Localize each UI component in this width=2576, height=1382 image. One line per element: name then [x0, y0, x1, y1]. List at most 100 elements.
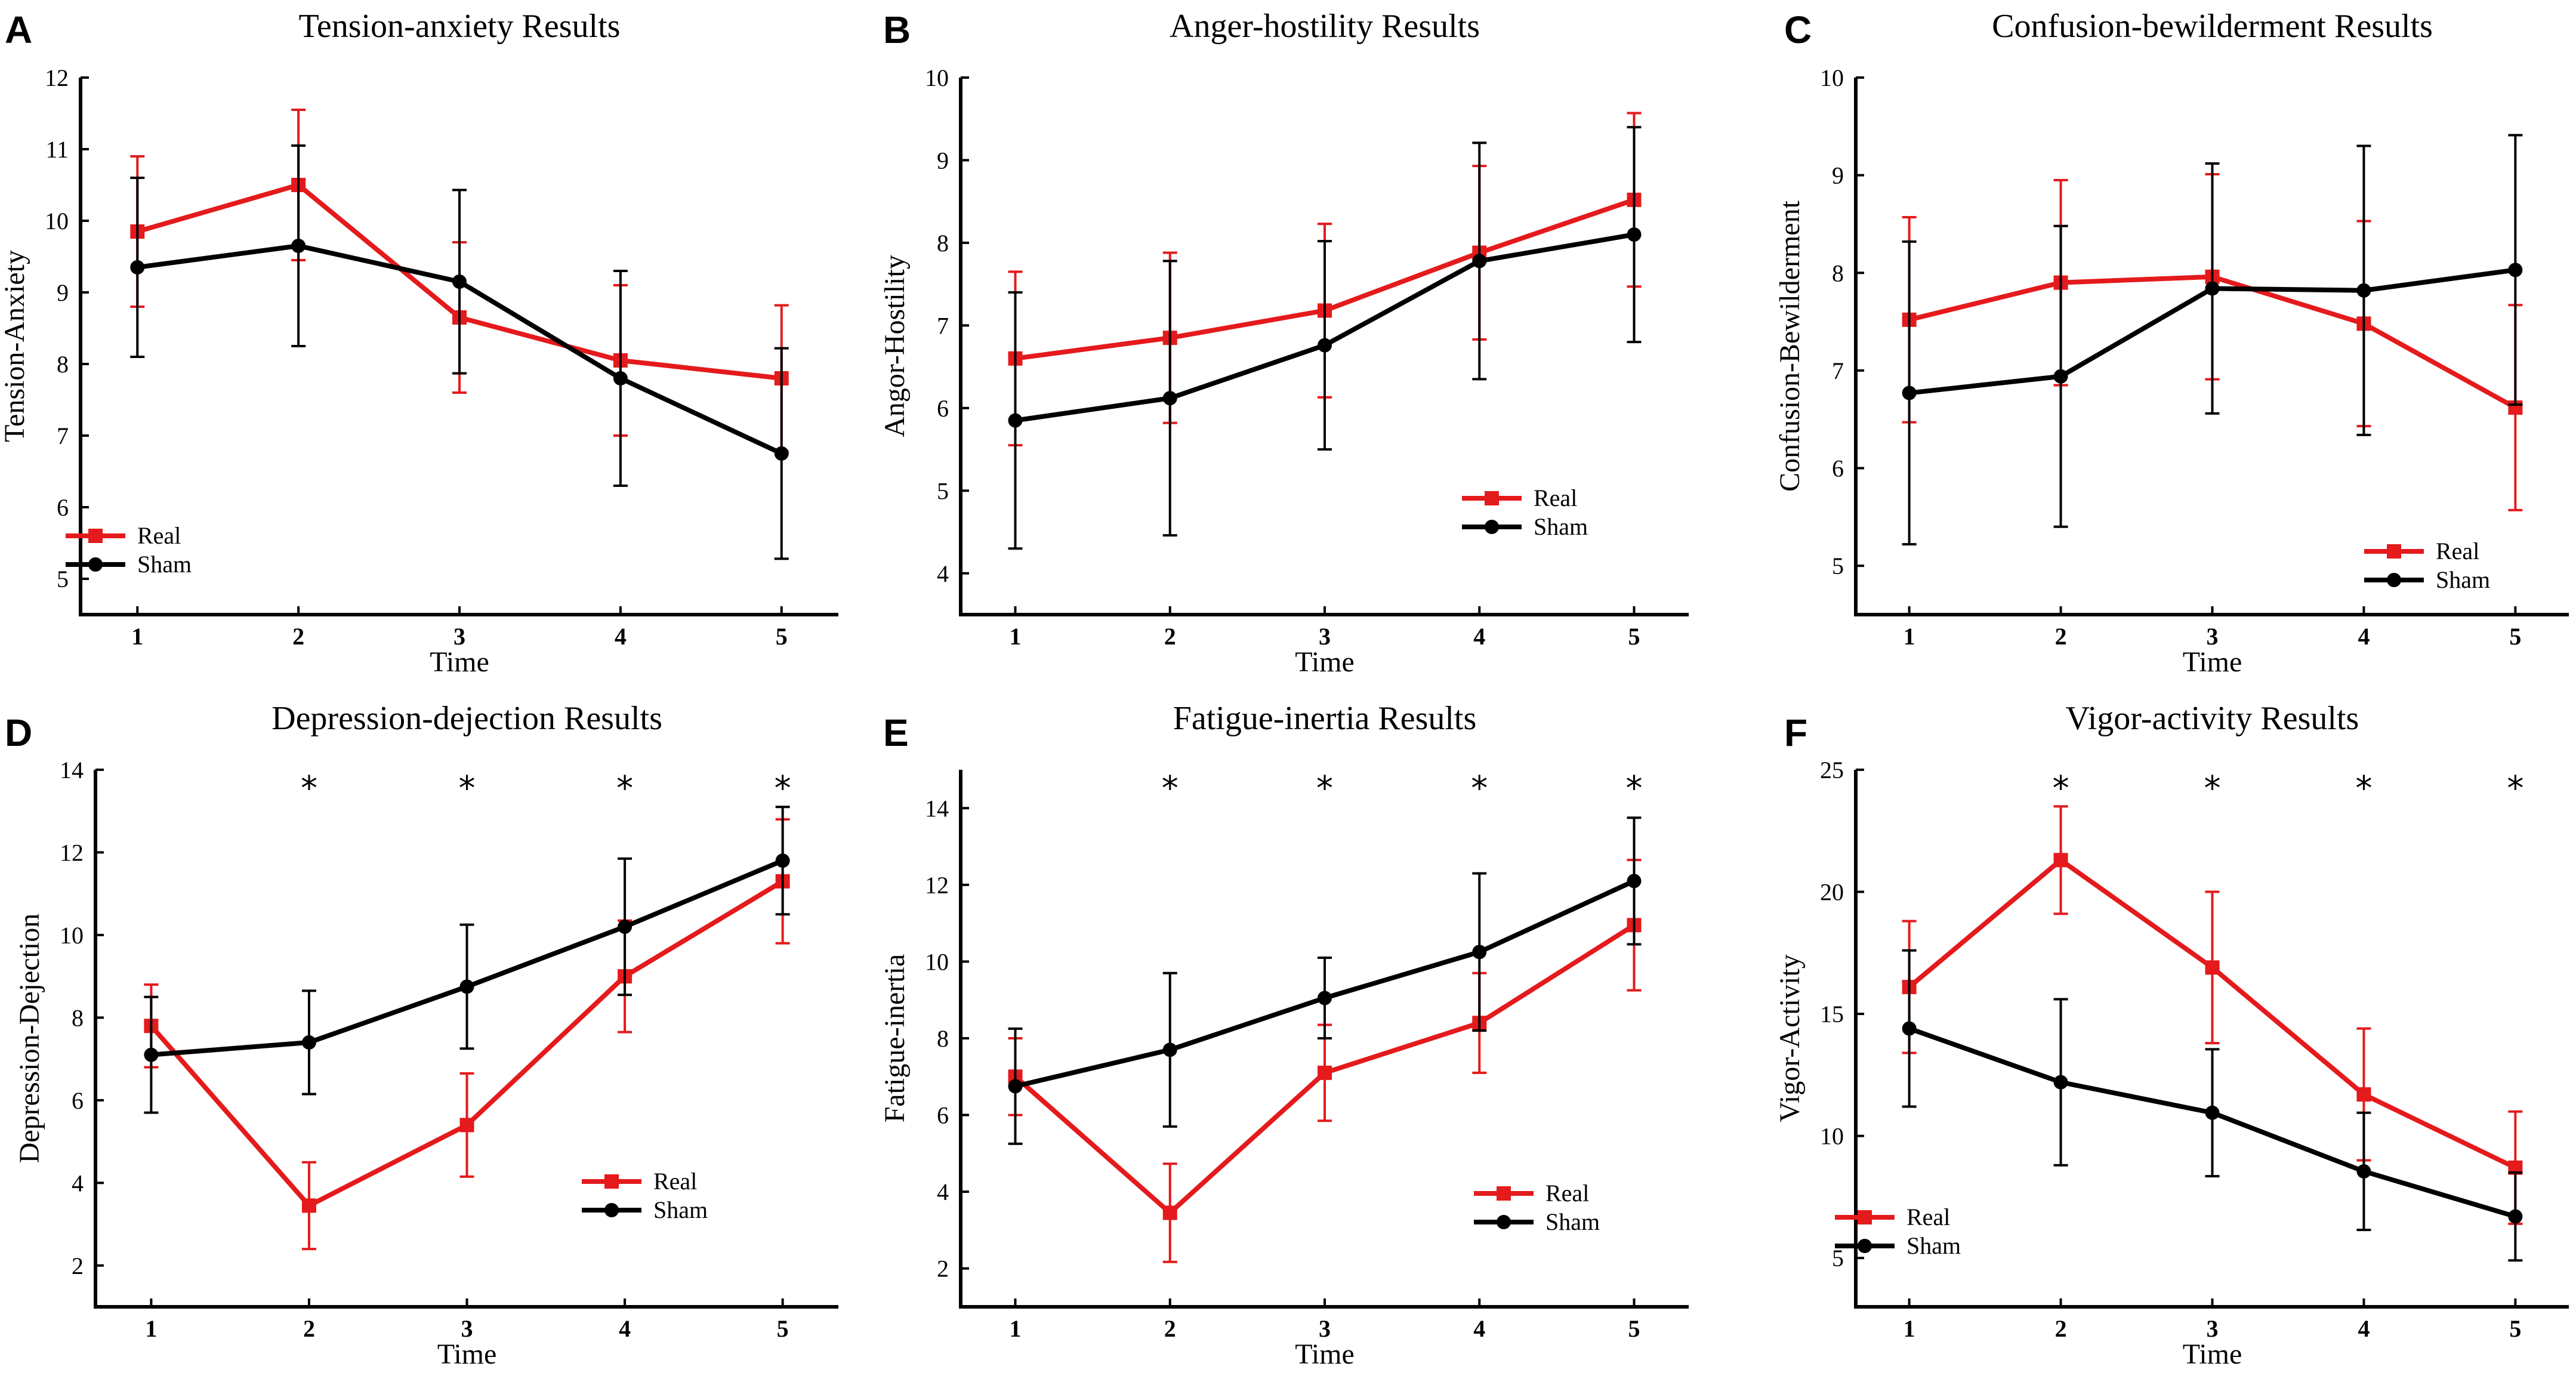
- significance-mark: *: [2355, 769, 2372, 808]
- y-tick-label: 8: [937, 230, 949, 257]
- y-tick-label: 6: [72, 1087, 84, 1114]
- y-tick-label: 9: [937, 147, 949, 174]
- x-tick-label: 4: [619, 1315, 631, 1342]
- x-tick-label: 2: [1164, 623, 1176, 650]
- data-point: [459, 979, 474, 994]
- y-tick-label: 5: [937, 477, 949, 504]
- data-point: [1008, 1079, 1023, 1094]
- legend-label: Sham: [2436, 566, 2490, 593]
- significance-mark: *: [2507, 769, 2523, 808]
- y-tick-label: 6: [937, 395, 949, 422]
- y-tick-label: 10: [60, 922, 84, 949]
- y-tick-label: 6: [937, 1102, 949, 1129]
- legend-label: Sham: [1534, 513, 1588, 540]
- chart-title: Vigor-activity Results: [2066, 700, 2359, 737]
- data-point: [1902, 385, 1917, 400]
- x-tick-label: 5: [777, 1315, 789, 1342]
- chart-title: Tension-anxiety Results: [299, 8, 621, 45]
- axes: [959, 770, 1689, 1309]
- data-point: [130, 260, 145, 274]
- significance-mark: *: [2053, 769, 2069, 808]
- y-tick-label: 12: [925, 872, 949, 899]
- data-point: [2205, 1105, 2220, 1120]
- y-tick-label: 5: [1832, 1245, 1844, 1272]
- x-axis-label: Time: [437, 1338, 497, 1370]
- x-tick-label: 4: [615, 623, 627, 650]
- legend-label: Real: [137, 522, 181, 549]
- x-tick-label: 1: [1010, 623, 1022, 650]
- legend-label: Sham: [1906, 1232, 1961, 1259]
- legend-marker: [1497, 1186, 1511, 1201]
- significance-mark: *: [616, 769, 633, 808]
- data-point: [1162, 391, 1177, 406]
- panel-letter: D: [5, 711, 32, 754]
- data-point: [2508, 263, 2523, 277]
- data-point: [2205, 960, 2220, 975]
- legend-marker: [604, 1203, 619, 1217]
- x-axis-label: Time: [2183, 646, 2242, 678]
- legend-marker: [2387, 573, 2401, 587]
- legend-label: Sham: [1545, 1208, 1600, 1235]
- y-axis-label: Tension-Anxiety: [0, 250, 30, 442]
- y-tick-label: 4: [937, 560, 949, 587]
- data-point: [301, 1035, 316, 1050]
- y-tick-label: 10: [1820, 64, 1844, 91]
- legend-marker: [1485, 520, 1499, 534]
- y-tick-label: 4: [937, 1179, 949, 1205]
- y-tick-label: 2: [937, 1255, 949, 1282]
- significance-mark: *: [2204, 769, 2221, 808]
- x-tick-label: 4: [2358, 623, 2370, 650]
- y-tick-label: 2: [72, 1253, 84, 1279]
- y-tick-label: 7: [57, 422, 69, 449]
- y-tick-label: 10: [925, 948, 949, 975]
- legend-label: Sham: [137, 551, 192, 578]
- x-tick-label: 3: [1319, 623, 1331, 650]
- y-tick-label: 5: [57, 566, 69, 593]
- data-point: [2053, 369, 2068, 384]
- legend-label: Sham: [653, 1196, 708, 1223]
- y-tick-label: 8: [1832, 260, 1844, 286]
- x-tick-label: 4: [1473, 1315, 1485, 1342]
- legend-marker: [1497, 1215, 1511, 1229]
- legend-label: Real: [1906, 1204, 1950, 1230]
- data-point: [2053, 853, 2068, 868]
- panel-letter: A: [5, 8, 32, 51]
- axes: [79, 78, 838, 616]
- data-point: [774, 446, 789, 461]
- y-tick-label: 10: [925, 64, 949, 91]
- y-tick-label: 14: [925, 795, 949, 822]
- panel-letter: E: [883, 711, 909, 754]
- chart-title: Depression-dejection Results: [272, 700, 662, 737]
- legend-marker: [1485, 491, 1499, 505]
- x-tick-label: 2: [303, 1315, 315, 1342]
- y-tick-label: 8: [72, 1004, 84, 1031]
- y-axis-label: Confusion-Bewilderment: [1774, 200, 1806, 492]
- data-point: [1472, 254, 1487, 269]
- chart-title: Confusion-bewilderment Results: [1992, 8, 2433, 45]
- x-tick-label: 1: [1904, 1315, 1915, 1342]
- data-point: [2205, 281, 2220, 296]
- x-tick-label: 2: [2055, 1315, 2067, 1342]
- y-tick-label: 7: [937, 312, 949, 339]
- x-axis-label: Time: [1295, 1338, 1355, 1370]
- y-tick-label: 25: [1820, 757, 1844, 783]
- legend-label: Real: [653, 1168, 697, 1195]
- data-point: [1162, 1042, 1177, 1057]
- legend-marker: [2387, 544, 2401, 559]
- y-tick-label: 12: [45, 64, 69, 91]
- data-point: [1008, 413, 1023, 428]
- x-tick-label: 5: [1628, 623, 1640, 650]
- legend-marker: [88, 557, 103, 572]
- data-point: [613, 371, 628, 385]
- x-tick-label: 3: [461, 1315, 473, 1342]
- y-tick-label: 10: [1820, 1123, 1844, 1150]
- legend-marker: [604, 1174, 619, 1189]
- y-axis-label: Depression-Dejection: [14, 914, 45, 1164]
- x-tick-label: 5: [776, 623, 788, 650]
